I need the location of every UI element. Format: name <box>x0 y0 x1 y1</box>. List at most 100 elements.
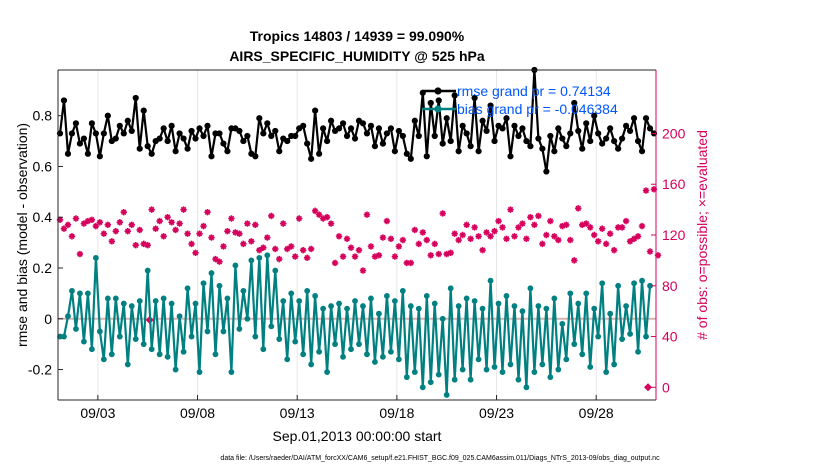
rmse-point <box>292 132 299 140</box>
rmse-point <box>411 117 418 124</box>
bias-point <box>623 303 629 309</box>
bias-point <box>356 341 362 348</box>
rmse-point <box>611 137 618 145</box>
rmse-point <box>144 143 151 150</box>
obs-count-point <box>124 227 131 235</box>
rmse-point <box>543 168 550 175</box>
obs-count-point <box>539 240 546 248</box>
obs-count-point <box>519 220 526 227</box>
obs-count-point <box>319 215 327 222</box>
rmse-point <box>551 148 558 155</box>
y-left-tick-label: 0.8 <box>33 108 53 124</box>
obs-count-point <box>236 230 243 237</box>
obs-count-point <box>646 248 654 255</box>
bias-point <box>543 305 550 312</box>
bias-point <box>368 295 374 302</box>
obs-count-point <box>359 267 367 274</box>
rmse-point <box>156 135 163 142</box>
bias-point <box>372 359 378 365</box>
obs-count-point <box>311 207 319 215</box>
obs-count-point <box>248 238 255 245</box>
obs-count-point <box>626 238 634 245</box>
obs-count-point <box>594 238 602 245</box>
bias-point <box>519 308 526 315</box>
chart-subtitle: AIRS_SPECIFIC_HUMIDITY @ 525 hPa <box>229 48 485 64</box>
rmse-point <box>439 140 446 147</box>
bias-point <box>168 300 175 307</box>
obs-count-point <box>188 240 195 248</box>
bias-point <box>499 369 506 375</box>
legend-bias-label: bias grand pr = -0.046384 <box>457 101 618 117</box>
bias-point <box>88 346 95 353</box>
rmse-point <box>559 135 566 142</box>
bias-point <box>116 333 123 340</box>
bias-point <box>387 348 394 355</box>
bias-point <box>248 257 255 264</box>
bias-point <box>204 328 211 335</box>
bias-point <box>85 290 91 297</box>
obs-count-point <box>196 230 203 237</box>
obs-count-point <box>232 229 239 236</box>
obs-count-point <box>511 233 518 240</box>
obs-count-point <box>463 221 470 229</box>
bias-point <box>96 328 103 335</box>
obs-count-point <box>606 230 614 237</box>
obs-count-point <box>630 235 638 243</box>
obs-count-point <box>547 217 554 225</box>
bias-point <box>65 313 71 320</box>
bias-point <box>348 346 354 353</box>
obs-count-point <box>523 235 530 243</box>
obs-count-point <box>642 187 650 194</box>
axes: 09/03 09/08 09/13 09/18 09/23 09/28 -0.2 0 0.2 0.… <box>28 69 686 421</box>
bias-point <box>320 305 327 312</box>
bias-point <box>156 351 163 358</box>
bias-point <box>647 282 653 289</box>
rmse-point <box>268 132 275 140</box>
bias-point <box>332 341 338 348</box>
bias-point <box>403 374 410 381</box>
rmse-point <box>216 130 223 137</box>
rmse-point <box>487 102 494 109</box>
bias-point <box>69 287 75 294</box>
obs-count-point <box>276 255 283 263</box>
obs-count-point <box>427 252 434 259</box>
bias-point <box>487 277 494 284</box>
rmse-point <box>371 143 379 150</box>
rmse-point <box>595 130 602 137</box>
obs-count-point <box>228 215 235 222</box>
obs-count-point <box>479 247 486 254</box>
obs-count-point <box>563 221 570 229</box>
y-right-tick-label: 120 <box>662 227 686 243</box>
obs-count-point <box>535 212 542 220</box>
rmse-point <box>638 148 646 155</box>
rmse-point <box>92 130 99 137</box>
bias-point <box>176 313 183 320</box>
rmse-point <box>451 92 458 99</box>
obs-count-point <box>108 238 116 245</box>
obs-count-point <box>363 211 371 218</box>
obs-count-point <box>555 236 562 244</box>
obs-count-point <box>411 226 419 234</box>
bias-point <box>140 341 147 348</box>
obs-count-point <box>252 221 259 229</box>
rmse-point <box>304 140 311 147</box>
rmse-point <box>603 135 610 142</box>
bias-series <box>57 252 653 398</box>
bias-point <box>607 310 614 317</box>
rmse-point <box>519 125 526 132</box>
bias-point <box>467 376 474 383</box>
bias-point <box>527 285 534 292</box>
obs-count-point <box>315 211 323 218</box>
obs-count-point <box>172 226 179 234</box>
obs-count-point <box>610 247 618 254</box>
bias-point <box>384 293 390 299</box>
rmse-point <box>555 125 562 132</box>
rmse-point <box>479 117 486 124</box>
x-tick-label: 09/28 <box>579 405 614 421</box>
bias-point <box>284 356 291 363</box>
rmse-point <box>327 117 335 124</box>
bias-point <box>112 295 119 302</box>
x-tick-label: 09/08 <box>180 405 215 421</box>
bias-point <box>124 361 131 368</box>
rmse-point <box>136 145 143 152</box>
